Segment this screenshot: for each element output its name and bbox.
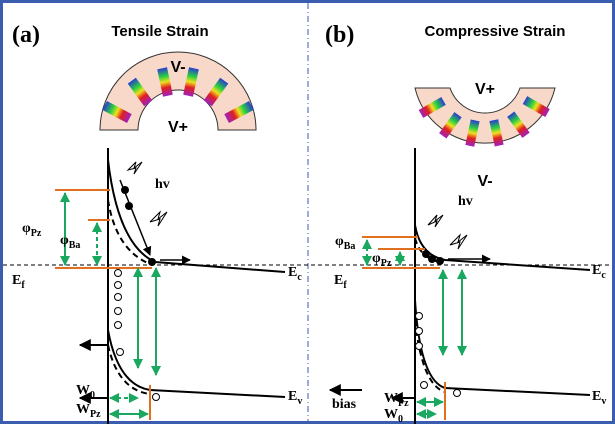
label-part: Pz <box>90 409 101 420</box>
valence-band <box>108 330 285 397</box>
label-part: 0 <box>398 414 403 424</box>
label-part: W <box>76 383 90 398</box>
label-part: E <box>288 265 297 280</box>
band-label: Ev <box>288 389 302 407</box>
label-part: φ <box>22 221 31 236</box>
label-part: Pz <box>381 258 392 269</box>
label-part: v <box>297 396 302 407</box>
label-part: φ <box>372 251 381 266</box>
panel-label: (a) <box>12 22 40 48</box>
photon-label: hv <box>155 177 170 192</box>
barrier-label: φPz <box>22 221 42 239</box>
panel-b: (b) Compressive Strain V+ V- φBa φPz hv … <box>325 22 606 424</box>
panel-title: Compressive Strain <box>425 23 566 40</box>
pole-label: V+ <box>475 81 495 98</box>
panel-title: Tensile Strain <box>111 23 208 40</box>
pole-label: V- <box>170 59 185 76</box>
label-part: f <box>21 280 25 291</box>
barrier-label: φBa <box>60 233 80 251</box>
barrier-label: φPz <box>372 251 392 269</box>
pole-label: V+ <box>168 119 188 136</box>
label-part: E <box>334 273 343 288</box>
label-part: 0 <box>90 390 95 401</box>
label-part: Pz <box>398 398 409 409</box>
pole-label: V- <box>477 173 492 190</box>
label-part: f <box>343 280 347 291</box>
valence-band <box>415 300 590 395</box>
label-part: φ <box>335 234 344 249</box>
band-label: Ev <box>592 389 606 407</box>
label-part: E <box>12 273 21 288</box>
label-part: φ <box>60 233 69 248</box>
label-part: Pz <box>31 228 42 239</box>
panel-a: (a) Tensile Strain V- V+ φPz φBa hv W0 W… <box>12 22 302 424</box>
width-label: WPz <box>76 402 101 420</box>
label-part: W <box>76 402 90 417</box>
photon-label: hv <box>458 194 473 209</box>
label-part: v <box>601 396 606 407</box>
band-label: Ec <box>592 263 606 281</box>
label-part: Ba <box>344 241 356 252</box>
label-part: E <box>288 389 297 404</box>
figure: (a) Tensile Strain V- V+ φPz φBa hv W0 W… <box>0 0 615 424</box>
barrier-label: φBa <box>335 234 355 252</box>
label-part: c <box>297 272 302 283</box>
label-part: Ba <box>69 240 81 251</box>
panel-label: (b) <box>325 22 354 48</box>
label-part: W <box>384 391 398 406</box>
label-part: W <box>384 407 398 422</box>
bias-label: bias <box>332 397 357 412</box>
label-part: E <box>592 263 601 278</box>
label-part: E <box>592 389 601 404</box>
width-label: W0 <box>384 407 403 424</box>
band-label: Ec <box>288 265 302 283</box>
fermi-label: Ef <box>334 273 347 291</box>
fermi-label: Ef <box>12 273 25 291</box>
label-part: c <box>601 270 606 281</box>
